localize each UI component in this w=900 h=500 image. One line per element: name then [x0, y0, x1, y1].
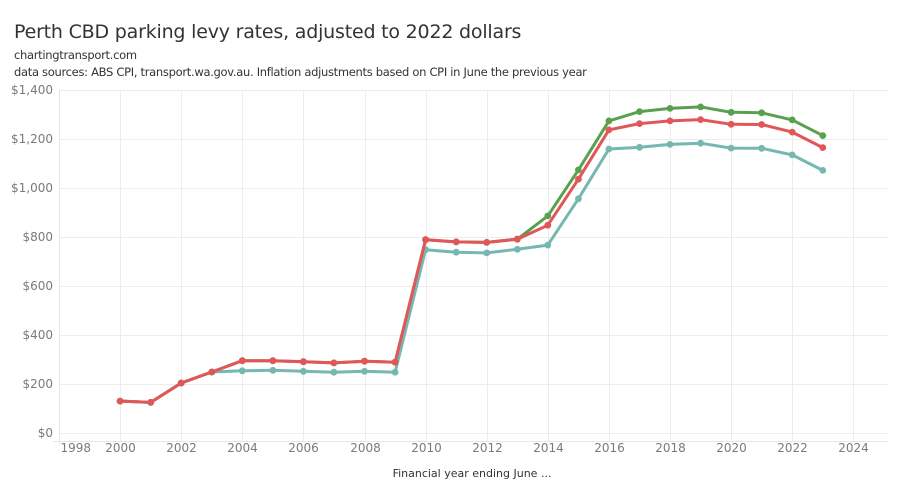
series-red-point[interactable]	[391, 358, 399, 366]
series-red-point[interactable]	[422, 236, 429, 244]
series-teal-line	[118, 141, 825, 404]
series-green-point[interactable]	[819, 132, 827, 140]
series-teal-point[interactable]	[636, 143, 643, 151]
series-teal-point[interactable]	[727, 144, 735, 152]
x-tick-label: 2010	[411, 441, 442, 455]
series-red-point[interactable]	[575, 175, 582, 183]
series-red-point[interactable]	[697, 116, 704, 123]
series-red-point[interactable]	[208, 368, 216, 376]
series-green-point[interactable]	[636, 108, 643, 115]
y-tick-label: $800	[22, 230, 53, 244]
series-red-point[interactable]	[452, 238, 460, 246]
series-teal-point[interactable]	[758, 144, 765, 152]
series-red-point[interactable]	[636, 120, 643, 127]
x-tick-label: 2006	[288, 441, 319, 455]
series-red-point[interactable]	[361, 357, 368, 365]
series-red-point[interactable]	[727, 120, 735, 128]
x-tick-label: 2018	[655, 441, 686, 455]
series-green-point[interactable]	[788, 116, 796, 124]
gridlines	[59, 90, 888, 441]
series-red	[116, 116, 827, 406]
x-tick-label: 2012	[472, 441, 503, 455]
series-red-point[interactable]	[544, 221, 552, 229]
series-teal-point[interactable]	[269, 366, 277, 374]
series-teal-point[interactable]	[697, 139, 704, 147]
y-tick-label: $1,000	[11, 181, 53, 195]
series-red-point[interactable]	[819, 144, 827, 152]
chart-source-site: chartingtransport.com	[14, 48, 137, 62]
series-teal-point[interactable]	[513, 245, 521, 253]
series-red-point[interactable]	[330, 359, 338, 367]
series-teal-point[interactable]	[300, 367, 307, 375]
x-axis-title: Financial year ending June ...	[393, 467, 552, 480]
x-tick-label: 2002	[166, 441, 197, 455]
series-red-point[interactable]	[177, 379, 185, 387]
series-red-point[interactable]	[483, 239, 491, 246]
x-tick-label: 2008	[350, 441, 381, 455]
series-teal-point[interactable]	[483, 249, 491, 257]
chart-data-sources-note: data sources: ABS CPI, transport.wa.gov.…	[14, 65, 587, 79]
series-green-point[interactable]	[575, 166, 582, 174]
y-tick-label: $0	[38, 426, 53, 440]
series-teal-point[interactable]	[330, 368, 338, 376]
series-teal-point[interactable]	[788, 151, 796, 159]
series-teal-point[interactable]	[605, 145, 613, 153]
x-tick-label: 2016	[594, 441, 625, 455]
y-tick-label: $200	[22, 377, 53, 391]
series-red-point[interactable]	[666, 117, 674, 125]
series-teal	[116, 139, 827, 406]
series-red-point[interactable]	[238, 357, 246, 365]
series-green	[116, 103, 827, 406]
series-red-point[interactable]	[513, 235, 521, 243]
series-green-point[interactable]	[605, 117, 613, 125]
series-red-point[interactable]	[269, 357, 277, 365]
series-green-point[interactable]	[544, 212, 552, 220]
series-red-point[interactable]	[147, 399, 155, 406]
y-tick-label: $1,400	[11, 83, 53, 97]
series-red-point[interactable]	[758, 121, 765, 128]
series-green-line	[118, 105, 825, 404]
series-red-point[interactable]	[116, 397, 124, 405]
x-tick-label: 2004	[227, 441, 258, 455]
chart-title: Perth CBD parking levy rates, adjusted t…	[14, 21, 522, 43]
series-teal-point[interactable]	[819, 167, 827, 174]
x-tick-label: 2022	[777, 441, 808, 455]
y-tick-label: $600	[22, 279, 53, 293]
x-tick-label: 2020	[716, 441, 747, 455]
x-tick-label: 1998	[61, 441, 92, 455]
x-tick-label: 2014	[533, 441, 564, 455]
series-teal-point[interactable]	[575, 195, 582, 203]
x-tick-label: 2024	[838, 441, 869, 455]
series-green-point[interactable]	[758, 109, 765, 117]
y-tick-label: $1,200	[11, 132, 53, 146]
y-tick-label: $400	[22, 328, 53, 342]
series-teal-point[interactable]	[391, 368, 399, 376]
series-red-point[interactable]	[788, 128, 796, 136]
series-teal-point[interactable]	[666, 141, 674, 148]
series-teal-point[interactable]	[238, 367, 246, 375]
series-green-point[interactable]	[697, 103, 704, 111]
series-red-line	[118, 118, 825, 404]
axes: $0 $200 $400 $600 $800 $1,000 $1,200 $1,400 1998…	[11, 83, 888, 455]
series-green-point[interactable]	[727, 108, 735, 116]
series-red-point[interactable]	[300, 358, 307, 366]
series-red-point[interactable]	[605, 126, 613, 134]
x-tick-label: 2000	[105, 441, 136, 455]
series-teal-point[interactable]	[452, 248, 460, 256]
series-green-point[interactable]	[666, 105, 674, 112]
series-teal-point[interactable]	[544, 241, 552, 249]
series-teal-point[interactable]	[361, 367, 368, 375]
series-group	[116, 103, 827, 406]
